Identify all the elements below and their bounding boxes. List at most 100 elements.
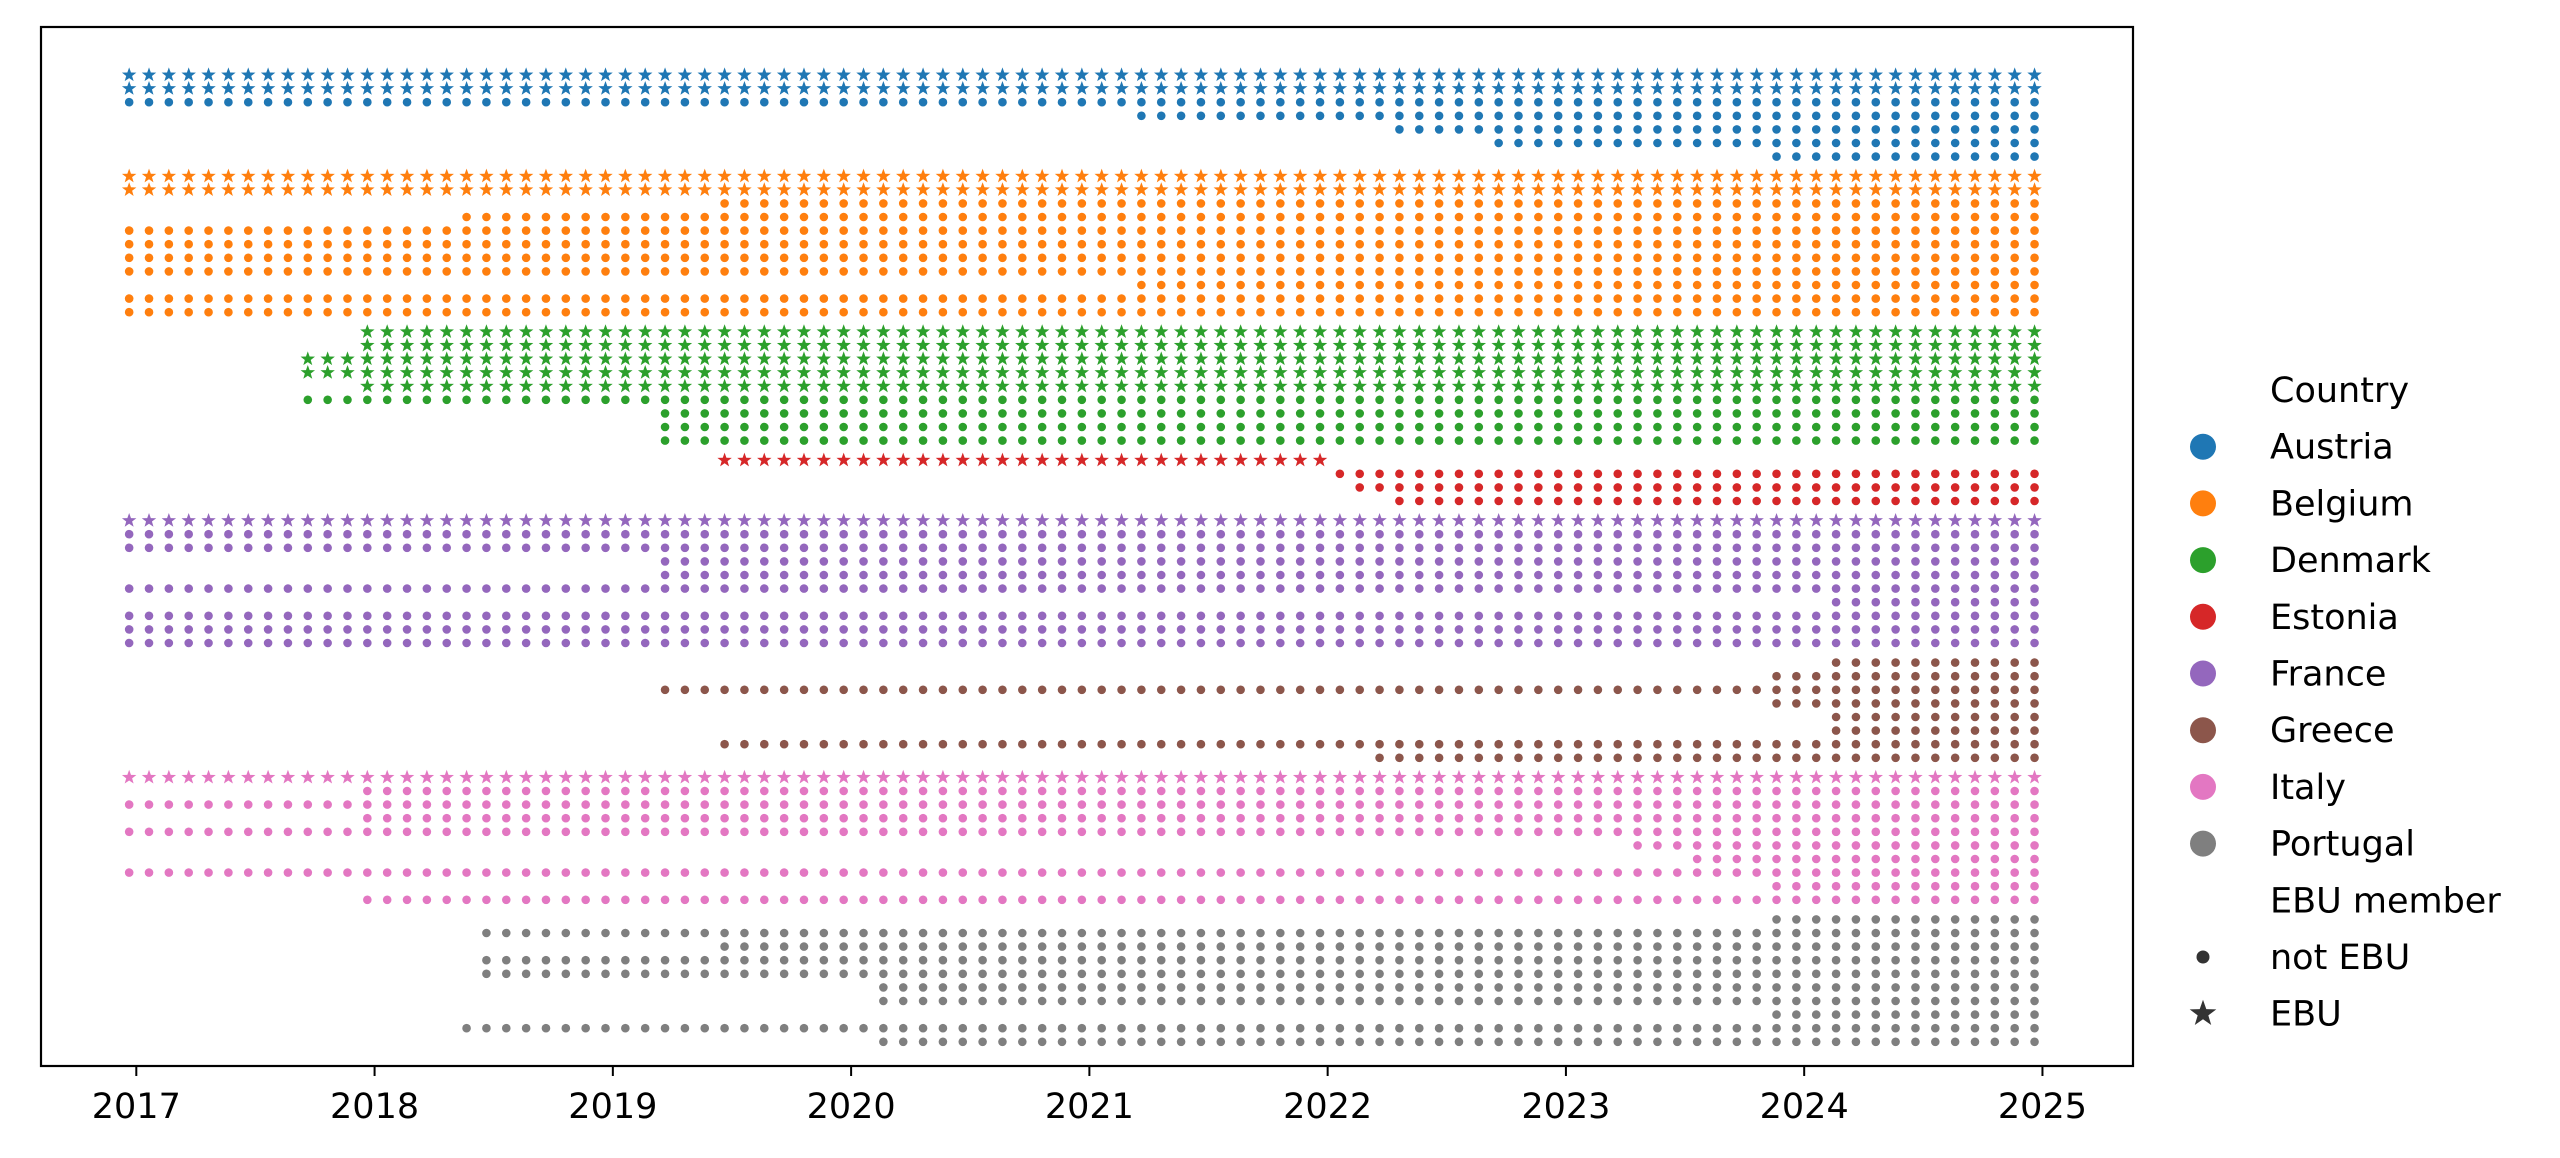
dot-point <box>1454 294 1464 303</box>
dot-point <box>1514 625 1523 634</box>
dot-point <box>640 584 650 593</box>
dot-point <box>1911 996 1920 1006</box>
dot-point <box>561 529 571 539</box>
dot-point <box>759 739 769 749</box>
dot-point <box>1851 307 1861 317</box>
dot-point <box>1970 267 1980 276</box>
dot-point <box>1137 395 1146 405</box>
star-point <box>1094 67 1109 82</box>
dot-point <box>700 955 710 965</box>
dot-point <box>898 611 908 621</box>
dot-point <box>1672 739 1682 749</box>
dot-point <box>1474 253 1484 263</box>
dot-point <box>1851 125 1861 134</box>
star-point <box>518 182 534 196</box>
dot-point <box>1037 638 1047 648</box>
star-point <box>717 168 732 183</box>
star-point <box>1332 168 1348 183</box>
dot-point <box>1712 422 1722 432</box>
dot-point <box>978 800 987 809</box>
dot-point <box>1831 111 1841 121</box>
dot-point <box>998 253 1007 263</box>
star-point <box>1074 365 1090 379</box>
dot-point <box>859 584 868 593</box>
star-point <box>737 452 752 467</box>
star-point <box>1173 81 1189 95</box>
dot-point <box>1672 584 1682 593</box>
dot-point <box>1633 469 1642 479</box>
dot-point <box>1712 409 1722 418</box>
dot-point <box>1573 138 1583 148</box>
star-point <box>935 337 951 352</box>
star-point <box>757 769 772 784</box>
dot-point <box>1534 483 1543 492</box>
star-point <box>1868 513 1883 527</box>
dot-point <box>839 529 848 539</box>
dot-point <box>839 97 848 107</box>
dot-point <box>1970 395 1980 405</box>
dot-point <box>1216 199 1226 208</box>
dot-point <box>779 570 789 580</box>
dot-point <box>1970 955 1980 965</box>
star-point <box>1848 769 1864 784</box>
dot-point <box>1931 969 1940 979</box>
dot-point <box>402 786 412 796</box>
dot-point <box>839 942 848 951</box>
dot-point <box>1970 915 1980 924</box>
dot-point <box>1077 928 1087 938</box>
star-point <box>439 351 454 366</box>
dot-point <box>938 1023 948 1033</box>
star-point <box>776 324 792 338</box>
star-point <box>935 365 951 379</box>
dot-point <box>1494 199 1503 208</box>
dot-point <box>1335 111 1345 121</box>
dot-point <box>1613 436 1623 445</box>
star-point <box>1531 378 1546 393</box>
star-point <box>320 513 335 527</box>
dot-point <box>1335 226 1345 235</box>
dot-point <box>2030 625 2039 634</box>
dot-point <box>759 611 769 621</box>
dot-point <box>1970 942 1980 951</box>
dot-point <box>1772 212 1781 222</box>
dot-point <box>898 212 908 222</box>
dot-point <box>1672 942 1682 951</box>
dot-point <box>1494 786 1503 796</box>
star-point <box>1550 351 1566 366</box>
dot-point <box>998 199 1007 208</box>
dot-point <box>1355 570 1365 580</box>
star-point <box>1828 769 1844 784</box>
dot-point <box>1573 557 1583 566</box>
dot-point <box>1156 212 1166 222</box>
dot-point <box>720 543 729 553</box>
star-point <box>737 337 752 352</box>
dot-point <box>680 212 690 222</box>
star-point <box>1908 365 1923 379</box>
dot-point <box>1772 395 1781 405</box>
dot-point <box>680 307 690 317</box>
dot-point <box>1871 253 1881 263</box>
dot-point <box>144 625 154 634</box>
dot-point <box>1474 483 1484 492</box>
dot-point <box>1831 739 1841 749</box>
dot-point <box>700 638 710 648</box>
dot-point <box>1950 895 1960 905</box>
star-point <box>757 182 772 196</box>
dot-point <box>1315 584 1325 593</box>
dot-point <box>1613 138 1623 148</box>
star-point <box>1154 351 1169 366</box>
dot-point <box>700 625 710 634</box>
dot-point <box>1613 685 1623 695</box>
star-point <box>995 337 1010 352</box>
dot-point <box>918 739 928 749</box>
dot-point <box>1097 638 1106 648</box>
dot-point <box>740 267 749 276</box>
star-point <box>1828 337 1844 352</box>
dot-point <box>898 422 908 432</box>
dot-point <box>1335 1037 1345 1047</box>
star-point <box>241 769 256 784</box>
dot-point <box>1811 436 1821 445</box>
dot-point <box>144 529 154 539</box>
star-point <box>1451 67 1467 82</box>
star-point <box>717 365 732 379</box>
